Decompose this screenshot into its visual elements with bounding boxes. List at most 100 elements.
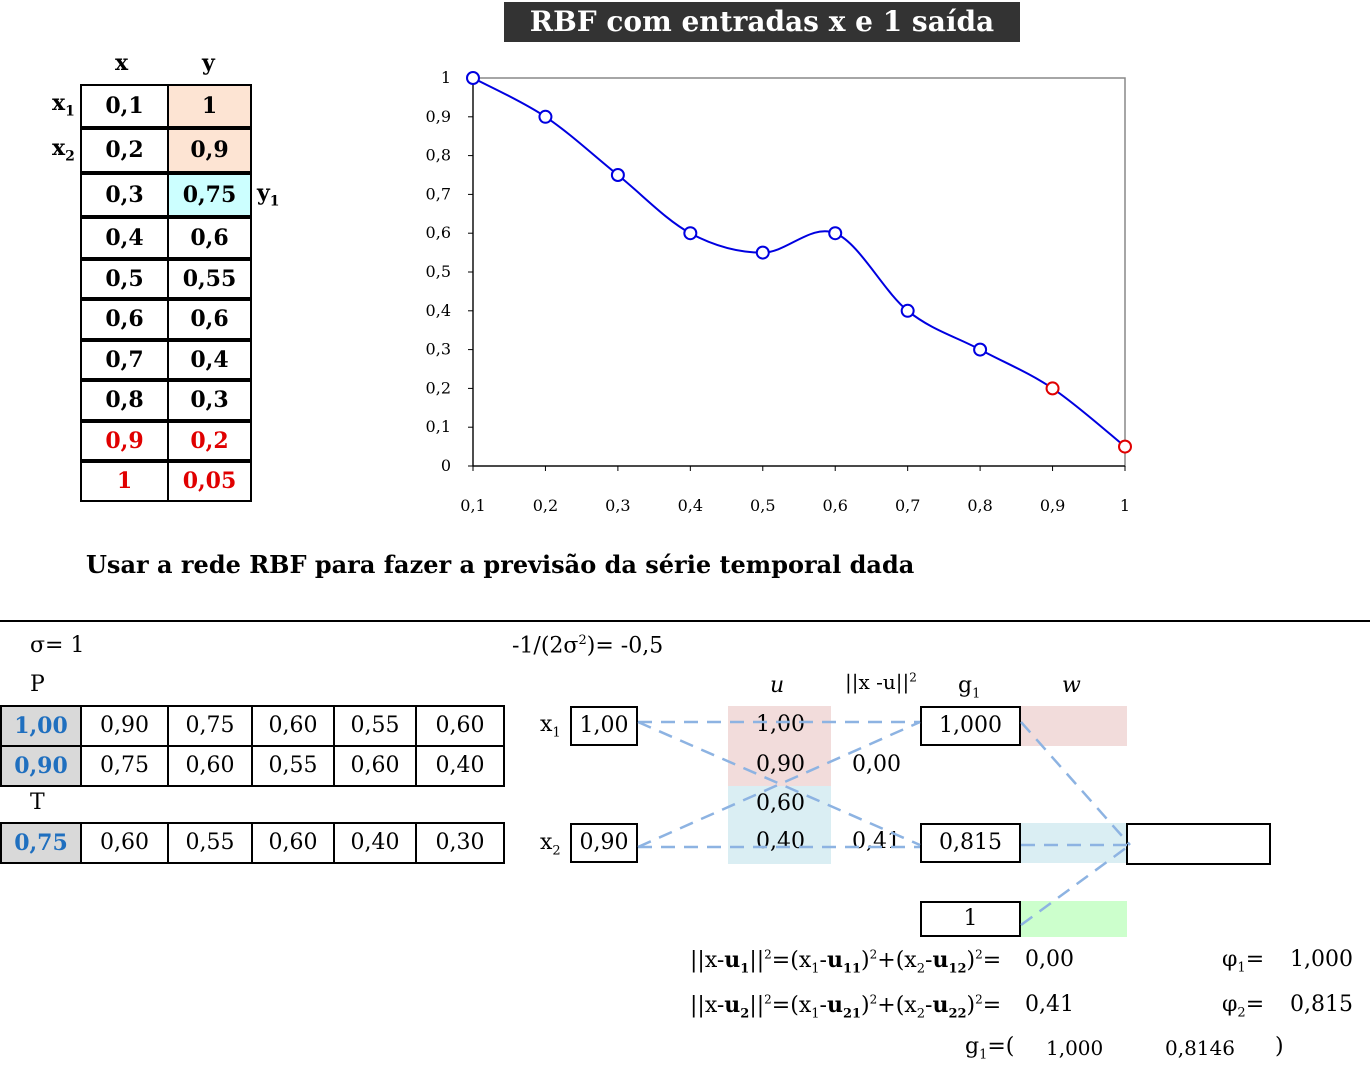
data-point — [538, 109, 553, 124]
y-tick-label: 0,8 — [426, 146, 451, 165]
p-row-1-cell: 0,55 — [333, 705, 417, 747]
row-label-x2: x2 — [52, 135, 75, 165]
phi1-value: 1,000 — [1290, 947, 1353, 972]
w1-highlight — [1020, 706, 1127, 746]
y-tick-label: 0,7 — [426, 184, 451, 203]
y-tick-label: 0,2 — [426, 378, 451, 397]
t-label: T — [30, 790, 45, 815]
w2-highlight — [1020, 823, 1127, 863]
x1-input-box: 1,00 — [570, 706, 638, 746]
x-tick-label: 1 — [1120, 496, 1130, 515]
dist-formula-1-value: 0,00 — [1025, 947, 1074, 972]
y-tick-label: 0,4 — [426, 301, 451, 320]
table-cell-y: 0,9 — [167, 128, 252, 173]
phi2-value: 0,815 — [1290, 992, 1353, 1017]
table-cell-y: 0,55 — [167, 259, 252, 299]
y-tick-label: 0,3 — [426, 340, 451, 359]
table-cell-y: 0,75 — [167, 173, 252, 217]
x-tick-label: 0,2 — [533, 496, 558, 515]
p-row-1-cell: 0,90 — [80, 705, 169, 747]
y-tick-label: 0,9 — [426, 107, 451, 126]
dist-formula-2: ||x-u2||2=(x1-u21)2+(x2-u22)2= — [690, 992, 1002, 1022]
instruction-text: Usar a rede RBF para fazer a previsão da… — [86, 550, 915, 579]
table-cell-x: 0,8 — [80, 380, 169, 421]
u-value-3: 0,60 — [756, 791, 805, 816]
dist-header: ||x -u||2 — [845, 670, 917, 694]
series-line — [472, 77, 1126, 448]
table-cell-x: 0,2 — [80, 128, 169, 173]
w-header: w — [1062, 673, 1081, 698]
y-tick-label: 0,1 — [426, 417, 451, 436]
data-point — [755, 245, 770, 260]
p-row-1-cell: 0,60 — [251, 705, 335, 747]
page-title: RBF com entradas x e 1 saída — [504, 2, 1020, 42]
y-tick-label: 1 — [441, 68, 451, 87]
line-chart: 0 0,1 0,2 0,3 0,4 0,5 0,6 0,7 0,8 0,9 1 0,1 0,2 0,3 0,… — [426, 68, 1132, 515]
y-tick-label: 0,5 — [426, 262, 451, 281]
p-row-2-cell: 0,90 — [0, 745, 82, 787]
u-value-4: 0,40 — [756, 829, 805, 854]
p-row-2-cell: 0,55 — [251, 745, 335, 787]
table-cell-x: 0,5 — [80, 259, 169, 299]
table-cell-y: 0,6 — [167, 217, 252, 259]
coef-label: -1/(2σ2)= -0,5 — [512, 633, 664, 659]
table-cell-x: 0,6 — [80, 299, 169, 340]
table-cell-x: 0,7 — [80, 340, 169, 380]
p-row-2-cell: 0,40 — [415, 745, 505, 787]
table-cell-x: 1 — [80, 461, 169, 502]
p-label: P — [30, 672, 45, 697]
t-row-cell: 0,75 — [0, 822, 82, 864]
g-node-1: 1,000 — [920, 706, 1021, 746]
dist-value-2: 0,41 — [852, 829, 901, 854]
table-cell-y: 0,4 — [167, 340, 252, 380]
col-header-y: y — [202, 50, 215, 76]
x-tick-label: 0,5 — [750, 496, 775, 515]
section-divider — [0, 620, 1370, 622]
dist-formula-1: ||x-u1||2=(x1-u11)2+(x2-u12)2= — [690, 947, 1002, 977]
g-vector-close: ) — [1275, 1034, 1284, 1059]
g-vector-label: g1=( — [965, 1034, 1015, 1063]
y-tick-label: 0 — [441, 456, 451, 475]
w3-highlight — [1020, 901, 1127, 937]
y-tick-label: 0,6 — [426, 223, 451, 242]
g-header: g1 — [958, 673, 981, 702]
p-row-2-cell: 0,60 — [333, 745, 417, 787]
table-cell-x: 0,1 — [80, 84, 169, 128]
t-row-cell: 0,60 — [80, 822, 169, 864]
table-cell-y: 0,3 — [167, 380, 252, 421]
table-cell-y: 0,05 — [167, 461, 252, 502]
dist-value-1: 0,00 — [852, 752, 901, 777]
col-header-x: x — [115, 50, 129, 76]
x2-label: x2 — [540, 830, 561, 859]
data-point — [610, 168, 625, 182]
x-tick-label: 0,3 — [605, 496, 630, 515]
dist-formula-2-value: 0,41 — [1025, 992, 1074, 1017]
sigma-label: σ= 1 — [30, 633, 85, 658]
table-cell-y: 0,2 — [167, 421, 252, 461]
t-row-cell: 0,60 — [251, 822, 335, 864]
p-row-2-cell: 0,60 — [167, 745, 253, 787]
data-point — [828, 226, 843, 241]
table-cell-x: 0,4 — [80, 217, 169, 259]
output-node — [1126, 823, 1271, 865]
u-value-2: 0,90 — [756, 752, 805, 777]
u-value-1: 1,00 — [756, 712, 805, 737]
u-header: u — [770, 673, 785, 698]
data-point — [900, 303, 915, 318]
x-tick-label: 0,8 — [967, 496, 992, 515]
data-point — [466, 71, 480, 85]
g-vector-value-1: 1,000 — [1046, 1036, 1104, 1060]
g-bias-node: 1 — [920, 901, 1021, 937]
t-row-cell: 0,30 — [415, 822, 505, 864]
sigma-value: 1 — [70, 633, 85, 658]
x-tick-label: 0,4 — [678, 496, 703, 515]
row-label-x1: x1 — [52, 90, 75, 120]
phi1-label: φ1= — [1222, 947, 1265, 976]
data-point — [1045, 381, 1060, 396]
x1-label: x1 — [540, 712, 561, 741]
g-node-2: 0,815 — [920, 823, 1021, 863]
data-point — [683, 226, 698, 241]
coef-value: -0,5 — [620, 633, 664, 659]
table-cell-x: 0,9 — [80, 421, 169, 461]
p-row-1-cell: 0,60 — [415, 705, 505, 747]
